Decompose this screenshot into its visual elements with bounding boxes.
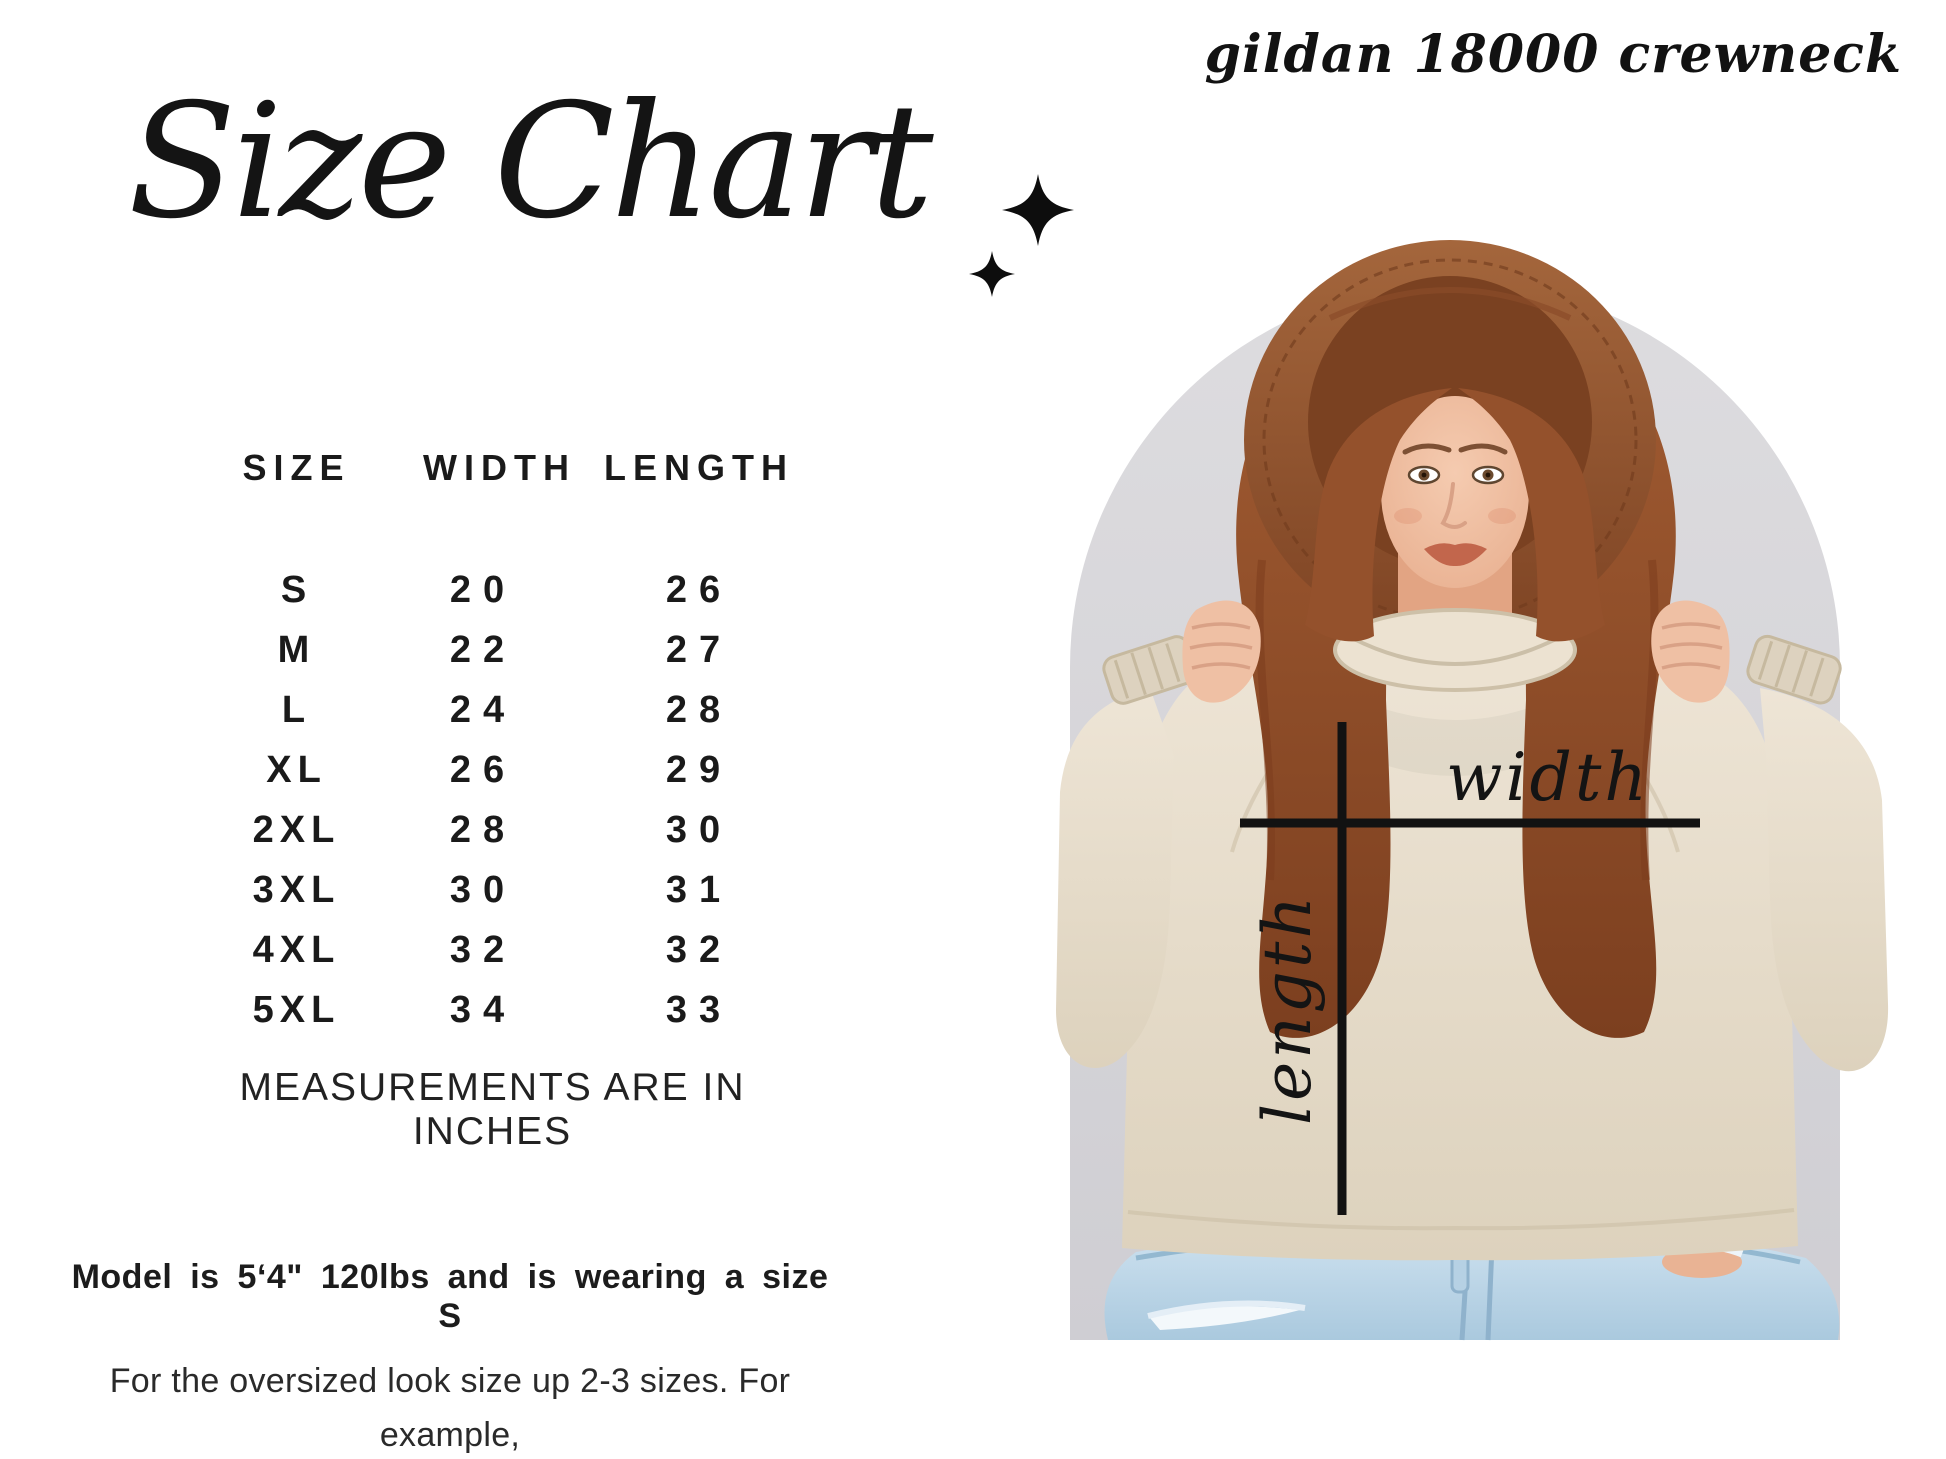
size-cell: 2XL: [252, 808, 341, 851]
width-cell: 34: [449, 988, 517, 1031]
width-cell: 30: [449, 868, 517, 911]
length-cell: 27: [665, 628, 733, 671]
length-annotation-label: length: [1249, 893, 1326, 1125]
size-table: SIZE WIDTH LENGTH S 20 26 M 22 27 L 24 2…: [170, 438, 855, 1040]
length-cell: 26: [665, 568, 733, 611]
size-cell: M: [277, 628, 316, 671]
width-cell: 20: [449, 568, 517, 611]
left-arm: [1056, 600, 1261, 1068]
size-table-header: SIZE WIDTH LENGTH: [170, 438, 855, 498]
table-row: 3XL 30 31: [170, 860, 855, 920]
table-row: S 20 26: [170, 560, 855, 620]
size-table-body: S 20 26 M 22 27 L 24 28 XL 26 29 2XL 28: [170, 560, 855, 1040]
front-hair: [1305, 388, 1605, 642]
length-cell: 28: [665, 688, 733, 731]
sweatshirt-torso: [1122, 628, 1798, 1261]
size-cell: S: [280, 568, 313, 611]
width-cell: 32: [449, 928, 517, 971]
length-cell: 33: [665, 988, 733, 1031]
width-annotation-label: width: [1446, 739, 1650, 816]
length-cell: 31: [665, 868, 733, 911]
model-info-tip-line: For the oversized look size up 2-3 sizes…: [109, 1362, 791, 1454]
width-cell: 28: [449, 808, 517, 851]
width-cell: 24: [449, 688, 517, 731]
length-cell: 29: [665, 748, 733, 791]
size-cell: 3XL: [252, 868, 341, 911]
width-cell: 26: [449, 748, 517, 791]
size-cell: 4XL: [252, 928, 341, 971]
size-cell: XL: [266, 748, 327, 791]
length-cell: 30: [665, 808, 733, 851]
table-row: XL 26 29: [170, 740, 855, 800]
table-row: L 24 28: [170, 680, 855, 740]
table-row: 5XL 34 33: [170, 980, 855, 1040]
width-cell: 22: [449, 628, 517, 671]
column-header-size: SIZE: [242, 447, 351, 488]
model-face: [1381, 396, 1529, 588]
table-row: 4XL 32 32: [170, 920, 855, 980]
brand-title: gildan 18000 crewneck: [1204, 24, 1902, 85]
model-info-headline: Model is 5‘4" 120lbs and is wearing a si…: [71, 1258, 829, 1335]
right-arm: [1651, 600, 1889, 1072]
column-header-length: LENGTH: [604, 447, 794, 488]
page-title: Size Chart: [128, 70, 934, 254]
sparkle-icon: [969, 174, 1074, 297]
measurement-annotations: width length: [1240, 722, 1700, 1215]
table-row: 2XL 28 30: [170, 800, 855, 860]
length-cell: 32: [665, 928, 733, 971]
model-info: Model is 5‘4" 120lbs and is wearing a si…: [60, 1258, 840, 1459]
size-cell: L: [281, 688, 312, 731]
measurements-note: MEASUREMENTS ARE IN INCHES: [239, 1066, 746, 1153]
table-row: M 22 27: [170, 620, 855, 680]
size-cell: 5XL: [252, 988, 341, 1031]
